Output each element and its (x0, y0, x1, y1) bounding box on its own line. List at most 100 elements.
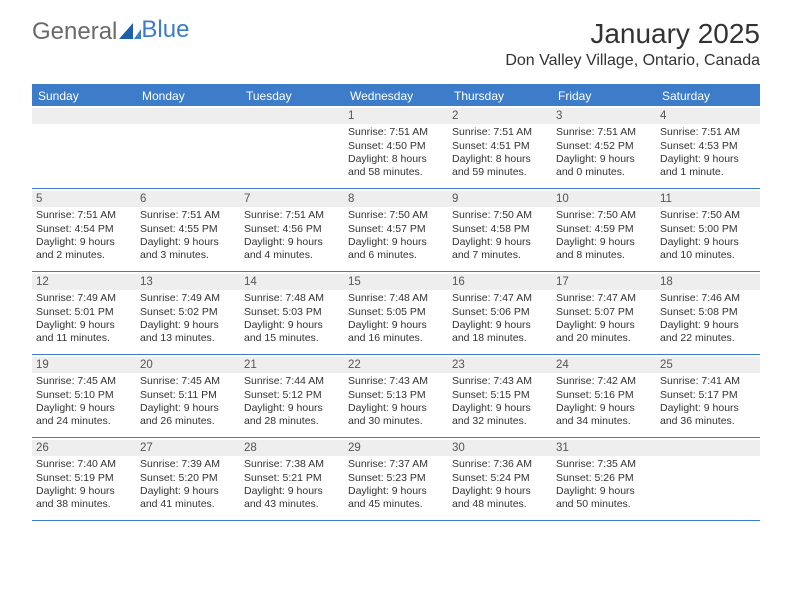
sunset-text: Sunset: 5:13 PM (348, 389, 444, 402)
day-number: 3 (552, 108, 656, 124)
daylight2-text: and 43 minutes. (244, 498, 340, 511)
daylight1-text: Daylight: 9 hours (660, 319, 756, 332)
week-row: 19Sunrise: 7:45 AMSunset: 5:10 PMDayligh… (32, 355, 760, 438)
daylight2-text: and 59 minutes. (452, 166, 548, 179)
daylight1-text: Daylight: 9 hours (244, 319, 340, 332)
calendar-cell: 21Sunrise: 7:44 AMSunset: 5:12 PMDayligh… (240, 355, 344, 437)
daylight1-text: Daylight: 9 hours (556, 319, 652, 332)
day-header-wednesday: Wednesday (344, 86, 448, 106)
daylight1-text: Daylight: 9 hours (452, 402, 548, 415)
logo-text-general: General (32, 18, 117, 46)
day-number: 6 (136, 191, 240, 207)
sunrise-text: Sunrise: 7:41 AM (660, 375, 756, 388)
sunrise-text: Sunrise: 7:51 AM (140, 209, 236, 222)
logo: General Blue (32, 18, 189, 46)
day-number: 4 (656, 108, 760, 124)
calendar-cell: 6Sunrise: 7:51 AMSunset: 4:55 PMDaylight… (136, 189, 240, 271)
daylight2-text: and 32 minutes. (452, 415, 548, 428)
sunrise-text: Sunrise: 7:42 AM (556, 375, 652, 388)
day-number: 31 (552, 440, 656, 456)
sunset-text: Sunset: 4:54 PM (36, 223, 132, 236)
daylight1-text: Daylight: 9 hours (140, 402, 236, 415)
daylight2-text: and 50 minutes. (556, 498, 652, 511)
logo-text-blue: Blue (141, 16, 189, 44)
sunrise-text: Sunrise: 7:47 AM (556, 292, 652, 305)
daylight2-text: and 3 minutes. (140, 249, 236, 262)
calendar-cell (240, 106, 344, 188)
month-title: January 2025 (505, 18, 760, 50)
sunrise-text: Sunrise: 7:47 AM (452, 292, 548, 305)
sunset-text: Sunset: 5:12 PM (244, 389, 340, 402)
daylight1-text: Daylight: 9 hours (140, 319, 236, 332)
day-number: 8 (344, 191, 448, 207)
calendar-cell: 18Sunrise: 7:46 AMSunset: 5:08 PMDayligh… (656, 272, 760, 354)
day-number (240, 108, 344, 124)
daylight2-text: and 10 minutes. (660, 249, 756, 262)
sunset-text: Sunset: 5:06 PM (452, 306, 548, 319)
daylight1-text: Daylight: 9 hours (244, 236, 340, 249)
day-header-saturday: Saturday (656, 86, 760, 106)
sunrise-text: Sunrise: 7:37 AM (348, 458, 444, 471)
day-header-friday: Friday (552, 86, 656, 106)
sunrise-text: Sunrise: 7:51 AM (36, 209, 132, 222)
calendar-cell: 26Sunrise: 7:40 AMSunset: 5:19 PMDayligh… (32, 438, 136, 520)
daylight1-text: Daylight: 9 hours (348, 236, 444, 249)
sunset-text: Sunset: 4:56 PM (244, 223, 340, 236)
calendar-cell (656, 438, 760, 520)
calendar-cell: 8Sunrise: 7:50 AMSunset: 4:57 PMDaylight… (344, 189, 448, 271)
calendar-cell: 22Sunrise: 7:43 AMSunset: 5:13 PMDayligh… (344, 355, 448, 437)
day-number (32, 108, 136, 124)
calendar-cell: 2Sunrise: 7:51 AMSunset: 4:51 PMDaylight… (448, 106, 552, 188)
daylight2-text: and 13 minutes. (140, 332, 236, 345)
sunrise-text: Sunrise: 7:49 AM (36, 292, 132, 305)
day-number: 9 (448, 191, 552, 207)
day-number: 29 (344, 440, 448, 456)
week-row: 12Sunrise: 7:49 AMSunset: 5:01 PMDayligh… (32, 272, 760, 355)
daylight2-text: and 7 minutes. (452, 249, 548, 262)
sunset-text: Sunset: 5:03 PM (244, 306, 340, 319)
daylight1-text: Daylight: 9 hours (452, 319, 548, 332)
daylight2-text: and 16 minutes. (348, 332, 444, 345)
day-number: 28 (240, 440, 344, 456)
day-header-row: Sunday Monday Tuesday Wednesday Thursday… (32, 86, 760, 106)
calendar-cell: 5 Sunrise: 7:51 AMSunset: 4:54 PMDaylight… (32, 189, 136, 271)
sunset-text: Sunset: 5:05 PM (348, 306, 444, 319)
sunset-text: Sunset: 5:21 PM (244, 472, 340, 485)
daylight2-text: and 48 minutes. (452, 498, 548, 511)
week-row: 26Sunrise: 7:40 AMSunset: 5:19 PMDayligh… (32, 438, 760, 521)
day-number: 11 (656, 191, 760, 207)
sunrise-text: Sunrise: 7:38 AM (244, 458, 340, 471)
daylight2-text: and 28 minutes. (244, 415, 340, 428)
daylight1-text: Daylight: 9 hours (36, 319, 132, 332)
day-number: 19 (32, 357, 136, 373)
day-number: 14 (240, 274, 344, 290)
daylight2-text: and 34 minutes. (556, 415, 652, 428)
daylight1-text: Daylight: 8 hours (452, 153, 548, 166)
daylight1-text: Daylight: 9 hours (36, 236, 132, 249)
calendar-cell: 3Sunrise: 7:51 AMSunset: 4:52 PMDaylight… (552, 106, 656, 188)
day-number: 16 (448, 274, 552, 290)
sunset-text: Sunset: 4:52 PM (556, 140, 652, 153)
daylight1-text: Daylight: 9 hours (244, 402, 340, 415)
sunset-text: Sunset: 5:17 PM (660, 389, 756, 402)
daylight1-text: Daylight: 9 hours (660, 153, 756, 166)
day-number: 5 (32, 191, 136, 207)
daylight1-text: Daylight: 9 hours (36, 485, 132, 498)
calendar-cell: 15Sunrise: 7:48 AMSunset: 5:05 PMDayligh… (344, 272, 448, 354)
daylight2-text: and 4 minutes. (244, 249, 340, 262)
calendar-cell (32, 106, 136, 188)
calendar-cell: 9Sunrise: 7:50 AMSunset: 4:58 PMDaylight… (448, 189, 552, 271)
calendar-cell: 25Sunrise: 7:41 AMSunset: 5:17 PMDayligh… (656, 355, 760, 437)
daylight2-text: and 22 minutes. (660, 332, 756, 345)
day-number: 24 (552, 357, 656, 373)
sunrise-text: Sunrise: 7:49 AM (140, 292, 236, 305)
week-row: 5Sunrise: 7:51 AMSunset: 4:54 PMDaylight… (32, 189, 760, 272)
daylight1-text: Daylight: 9 hours (244, 485, 340, 498)
sunrise-text: Sunrise: 7:50 AM (452, 209, 548, 222)
calendar-cell: 20Sunrise: 7:45 AMSunset: 5:11 PMDayligh… (136, 355, 240, 437)
calendar-cell: 29Sunrise: 7:37 AMSunset: 5:23 PMDayligh… (344, 438, 448, 520)
day-number: 12 (32, 274, 136, 290)
calendar: Sunday Monday Tuesday Wednesday Thursday… (32, 84, 760, 521)
day-number (136, 108, 240, 124)
daylight1-text: Daylight: 9 hours (140, 485, 236, 498)
